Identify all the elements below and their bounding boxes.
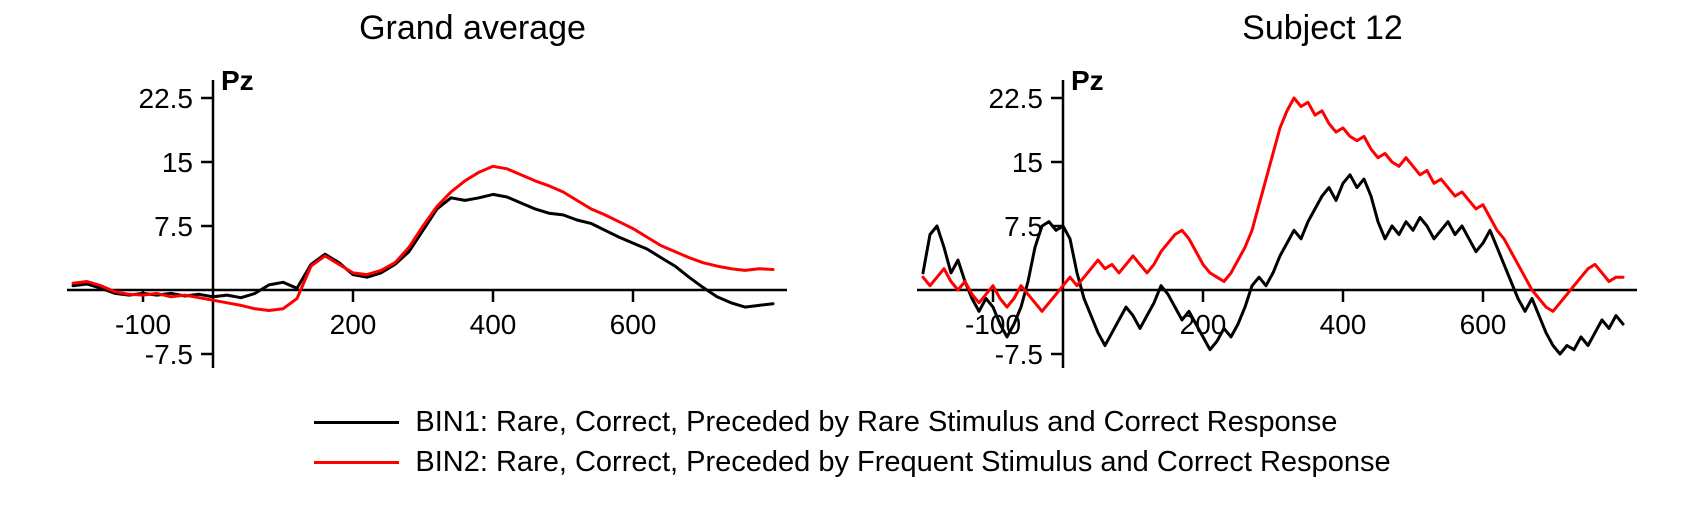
svg-text:15: 15	[1011, 147, 1042, 178]
svg-text:Pz: Pz	[221, 65, 254, 96]
charts-row: Grand average -100 200 400 600 22.5 15 7.5 -7.5…	[0, 6, 1705, 400]
legend: BIN1: Rare, Correct, Preceded by Rare St…	[314, 402, 1391, 482]
grand-average-chart: Grand average -100 200 400 600 22.5 15 7.5 -7.5…	[13, 6, 843, 400]
chart-title-grand-average: Grand average	[359, 9, 586, 47]
legend-item-bin1: BIN1: Rare, Correct, Preceded by Rare St…	[314, 402, 1390, 442]
bin2-label: BIN2: Rare, Correct, Preceded by Frequen…	[415, 445, 1391, 478]
svg-text:600: 600	[609, 309, 656, 340]
svg-text:600: 600	[1459, 309, 1506, 340]
svg-text:-100: -100	[114, 309, 170, 340]
svg-text:22.5: 22.5	[988, 83, 1043, 114]
svg-text:7.5: 7.5	[154, 211, 193, 242]
svg-text:-7.5: -7.5	[994, 339, 1042, 370]
bin1-label: BIN1: Rare, Correct, Preceded by Rare St…	[415, 405, 1338, 438]
svg-text:200: 200	[329, 309, 376, 340]
subject-12-chart: Subject 12 -100 200 400 600 22.5 15 7.5 -7.5 Pz	[863, 6, 1693, 400]
legend-item-bin2: BIN2: Rare, Correct, Preceded by Frequen…	[314, 442, 1391, 482]
bin2-line-swatch	[314, 460, 400, 464]
svg-text:400: 400	[1319, 309, 1366, 340]
bin1-line-swatch	[314, 420, 400, 424]
svg-text:22.5: 22.5	[138, 83, 193, 114]
erp-comparison-figure: Grand average -100 200 400 600 22.5 15 7.5 -7.5…	[0, 6, 1705, 482]
svg-text:-100: -100	[964, 309, 1020, 340]
svg-text:-7.5: -7.5	[144, 339, 192, 370]
svg-text:Pz: Pz	[1071, 65, 1104, 96]
grand-average-plot: -100 200 400 600 22.5 15 7.5 -7.5 Pz	[66, 65, 787, 370]
chart-title-subject-12: Subject 12	[1242, 9, 1403, 47]
svg-text:15: 15	[161, 147, 192, 178]
svg-text:7.5: 7.5	[1004, 211, 1043, 242]
svg-text:400: 400	[469, 309, 516, 340]
